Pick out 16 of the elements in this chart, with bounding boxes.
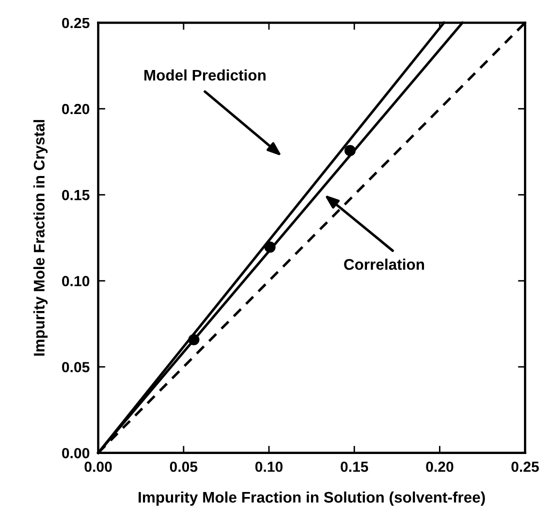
x-tick-label: 0.25: [511, 462, 539, 472]
y-tick-label: 0.25: [62, 18, 90, 28]
x-tick-label: 0.00: [84, 462, 112, 472]
x-tick-label: 0.15: [340, 462, 368, 472]
x-tick-label: 0.20: [426, 462, 454, 472]
y-tick-label: 0.10: [62, 276, 90, 286]
x-axis-title: Impurity Mole Fraction in Solution (solvent-free): [138, 491, 485, 506]
annotation: Model Prediction: [144, 69, 266, 81]
y-tick-label: 0.00: [62, 448, 90, 458]
annotation: Correlation: [344, 258, 424, 270]
y-axis-title: Impurity Mole Fraction in Crystal: [33, 120, 48, 356]
x-tick-label: 0.10: [255, 462, 283, 472]
y-tick-label: 0.15: [62, 190, 90, 200]
y-tick-label: 0.20: [62, 104, 90, 114]
x-tick-label: 0.05: [170, 462, 198, 472]
y-tick-label: 0.05: [62, 362, 90, 372]
